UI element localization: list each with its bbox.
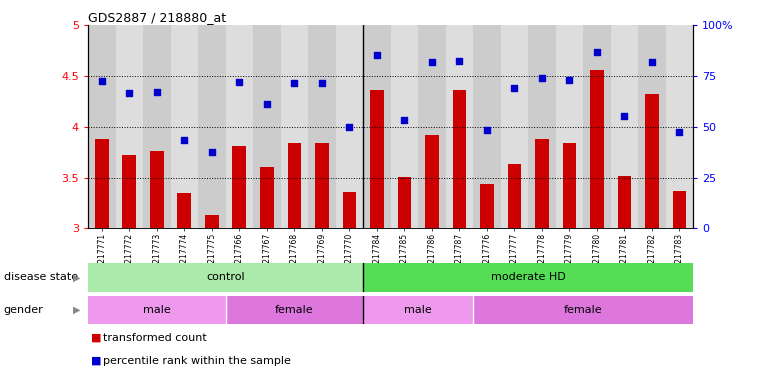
Text: ▶: ▶	[73, 305, 80, 315]
Point	[509, 85, 521, 91]
Bar	[611, 25, 638, 228]
Bar	[535, 139, 548, 228]
Bar	[473, 25, 501, 228]
Bar	[363, 25, 391, 228]
Bar	[425, 135, 439, 228]
Point	[646, 58, 658, 65]
Bar	[150, 151, 164, 228]
Point	[178, 137, 191, 143]
Bar	[501, 25, 529, 228]
Text: female: female	[275, 305, 314, 315]
Bar	[590, 70, 604, 228]
Bar	[336, 25, 363, 228]
Bar	[645, 94, 659, 228]
Text: gender: gender	[4, 305, 44, 315]
Point	[371, 52, 383, 58]
Bar	[88, 263, 363, 292]
Bar	[391, 25, 418, 228]
Point	[481, 127, 493, 133]
Bar	[280, 25, 308, 228]
Bar	[205, 215, 219, 228]
Text: moderate HD: moderate HD	[491, 272, 565, 283]
Text: GDS2887 / 218880_at: GDS2887 / 218880_at	[88, 11, 226, 24]
Bar	[418, 25, 446, 228]
Bar	[226, 25, 253, 228]
Bar	[226, 296, 363, 324]
Bar	[583, 25, 611, 228]
Bar	[480, 184, 494, 228]
Text: ■: ■	[91, 356, 102, 366]
Point	[426, 58, 438, 65]
Bar	[555, 25, 583, 228]
Point	[343, 124, 355, 130]
Bar	[363, 296, 473, 324]
Bar	[88, 296, 226, 324]
Bar	[308, 25, 336, 228]
Bar	[315, 143, 329, 228]
Bar	[253, 25, 280, 228]
Text: transformed count: transformed count	[103, 333, 207, 343]
Bar	[95, 139, 109, 228]
Bar	[287, 143, 301, 228]
Point	[260, 101, 273, 108]
Bar	[562, 143, 576, 228]
Point	[151, 89, 163, 95]
Point	[591, 50, 603, 56]
Bar	[398, 177, 411, 228]
Bar	[666, 25, 693, 228]
Point	[618, 113, 630, 119]
Bar	[88, 25, 116, 228]
Bar	[673, 191, 686, 228]
Bar	[143, 25, 171, 228]
Point	[453, 58, 466, 64]
Text: ▶: ▶	[73, 272, 80, 283]
Point	[96, 78, 108, 84]
Bar	[638, 25, 666, 228]
Bar	[178, 193, 192, 228]
Bar	[260, 167, 273, 228]
Bar	[342, 192, 356, 228]
Point	[233, 79, 245, 85]
Bar	[198, 25, 226, 228]
Bar	[473, 296, 693, 324]
Bar	[529, 25, 555, 228]
Bar	[363, 263, 693, 292]
Text: control: control	[206, 272, 245, 283]
Bar	[617, 175, 631, 228]
Text: ■: ■	[91, 333, 102, 343]
Point	[398, 116, 411, 122]
Bar	[446, 25, 473, 228]
Bar	[123, 155, 136, 228]
Bar	[370, 90, 384, 228]
Point	[206, 149, 218, 155]
Point	[288, 80, 300, 86]
Text: percentile rank within the sample: percentile rank within the sample	[103, 356, 291, 366]
Point	[316, 80, 328, 86]
Text: disease state: disease state	[4, 272, 78, 283]
Point	[536, 75, 548, 81]
Text: male: male	[143, 305, 171, 315]
Bar	[508, 164, 522, 228]
Bar	[233, 146, 246, 228]
Bar	[171, 25, 198, 228]
Text: male: male	[404, 305, 432, 315]
Point	[123, 90, 136, 96]
Bar	[453, 90, 466, 228]
Bar	[116, 25, 143, 228]
Point	[673, 129, 686, 135]
Point	[563, 77, 575, 83]
Text: female: female	[564, 305, 603, 315]
